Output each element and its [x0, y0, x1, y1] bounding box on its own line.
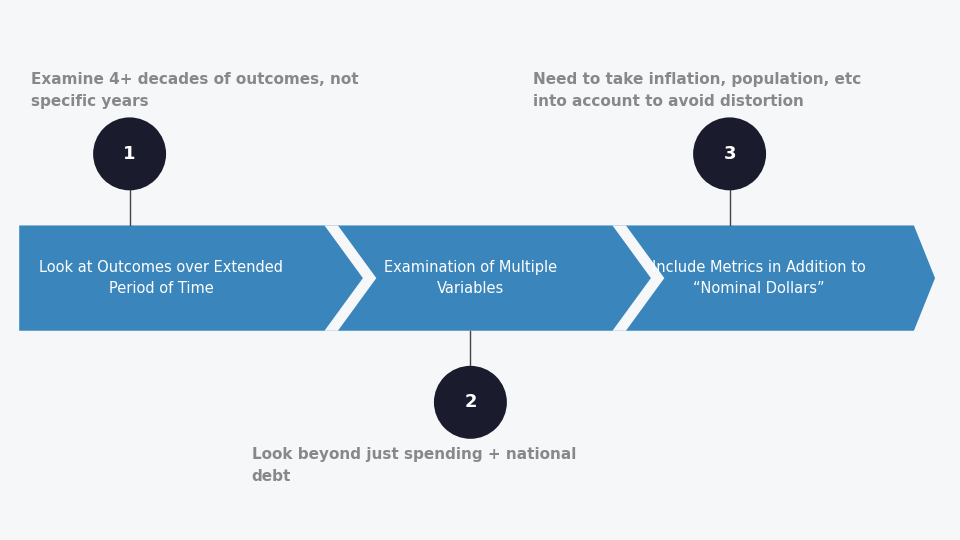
Text: Examination of Multiple
Variables: Examination of Multiple Variables: [384, 260, 557, 296]
Polygon shape: [19, 226, 935, 330]
Ellipse shape: [93, 117, 166, 191]
Text: Look beyond just spending + national
debt: Look beyond just spending + national deb…: [252, 447, 576, 484]
Text: 1: 1: [123, 145, 136, 163]
Text: 2: 2: [464, 393, 477, 411]
Ellipse shape: [693, 117, 766, 191]
Text: Look at Outcomes over Extended
Period of Time: Look at Outcomes over Extended Period of…: [39, 260, 283, 296]
Ellipse shape: [434, 366, 507, 439]
Text: Examine 4+ decades of outcomes, not
specific years: Examine 4+ decades of outcomes, not spec…: [31, 72, 358, 109]
Polygon shape: [612, 226, 664, 330]
Text: Include Metrics in Addition to
“Nominal Dollars”: Include Metrics in Addition to “Nominal …: [652, 260, 865, 296]
Text: Need to take inflation, population, etc
into account to avoid distortion: Need to take inflation, population, etc …: [533, 72, 861, 109]
Polygon shape: [324, 226, 376, 330]
Text: 3: 3: [723, 145, 736, 163]
